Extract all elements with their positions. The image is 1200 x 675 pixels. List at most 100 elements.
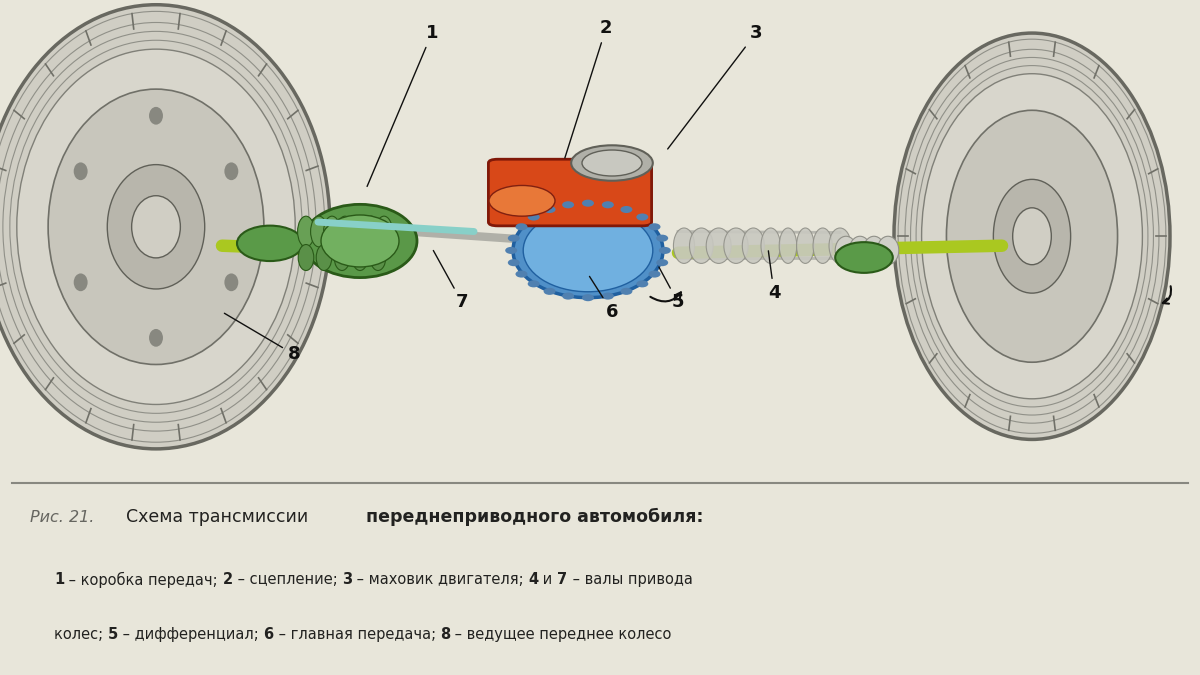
- Ellipse shape: [779, 228, 797, 263]
- Ellipse shape: [656, 259, 668, 266]
- Ellipse shape: [376, 216, 392, 247]
- Ellipse shape: [298, 216, 314, 247]
- Ellipse shape: [636, 280, 648, 288]
- Ellipse shape: [850, 236, 871, 265]
- Ellipse shape: [516, 223, 528, 230]
- Ellipse shape: [528, 213, 540, 221]
- Text: Рис. 21.: Рис. 21.: [30, 510, 95, 524]
- Text: и: и: [539, 572, 557, 587]
- Ellipse shape: [544, 206, 556, 213]
- Ellipse shape: [505, 247, 517, 254]
- Ellipse shape: [48, 89, 264, 365]
- Ellipse shape: [724, 228, 748, 263]
- Ellipse shape: [602, 292, 614, 300]
- Ellipse shape: [528, 280, 540, 288]
- Text: – главная передача;: – главная передача;: [274, 627, 440, 642]
- Ellipse shape: [922, 74, 1142, 399]
- Text: 6: 6: [589, 276, 618, 321]
- Ellipse shape: [620, 206, 632, 213]
- Ellipse shape: [516, 271, 528, 277]
- Ellipse shape: [322, 215, 398, 267]
- Ellipse shape: [582, 150, 642, 176]
- Ellipse shape: [707, 228, 731, 263]
- Text: 5: 5: [108, 627, 118, 642]
- Ellipse shape: [311, 216, 328, 247]
- Ellipse shape: [317, 244, 331, 271]
- Ellipse shape: [490, 186, 554, 216]
- Ellipse shape: [335, 244, 350, 271]
- Ellipse shape: [324, 216, 341, 247]
- Ellipse shape: [349, 216, 366, 247]
- Ellipse shape: [224, 163, 239, 180]
- Ellipse shape: [0, 5, 330, 449]
- Ellipse shape: [582, 294, 594, 301]
- Text: 7: 7: [557, 572, 568, 587]
- Ellipse shape: [353, 244, 368, 271]
- Text: переднеприводного автомобиля:: переднеприводного автомобиля:: [366, 508, 703, 526]
- Ellipse shape: [602, 201, 614, 209]
- Text: 2: 2: [565, 20, 612, 158]
- Ellipse shape: [648, 223, 660, 230]
- Ellipse shape: [224, 273, 239, 291]
- Ellipse shape: [835, 236, 857, 265]
- Text: 3: 3: [667, 24, 762, 149]
- Text: 7: 7: [433, 250, 468, 311]
- Ellipse shape: [562, 201, 574, 209]
- Ellipse shape: [994, 180, 1070, 293]
- Text: 4: 4: [528, 572, 539, 587]
- Ellipse shape: [508, 235, 520, 242]
- Ellipse shape: [659, 247, 671, 254]
- Ellipse shape: [73, 163, 88, 180]
- Ellipse shape: [362, 216, 379, 247]
- Ellipse shape: [636, 213, 648, 221]
- Text: Схема трансмиссии: Схема трансмиссии: [126, 508, 313, 526]
- Ellipse shape: [514, 203, 662, 298]
- Ellipse shape: [582, 200, 594, 207]
- Text: 2: 2: [222, 572, 233, 587]
- Text: – сцепление;: – сцепление;: [233, 572, 342, 587]
- Text: 8: 8: [440, 627, 450, 642]
- Ellipse shape: [132, 196, 180, 258]
- Text: 3: 3: [342, 572, 352, 587]
- Ellipse shape: [571, 145, 653, 181]
- Text: – дифференциал;: – дифференциал;: [118, 627, 263, 642]
- Text: – коробка передач;: – коробка передач;: [65, 572, 222, 588]
- Ellipse shape: [797, 228, 814, 263]
- Ellipse shape: [302, 205, 418, 277]
- FancyBboxPatch shape: [488, 159, 652, 226]
- Ellipse shape: [877, 236, 899, 265]
- Ellipse shape: [863, 236, 884, 265]
- Ellipse shape: [508, 259, 520, 266]
- Ellipse shape: [690, 228, 713, 263]
- Ellipse shape: [107, 165, 205, 289]
- Ellipse shape: [743, 228, 764, 263]
- Text: 4: 4: [768, 251, 780, 302]
- Ellipse shape: [298, 244, 314, 271]
- Ellipse shape: [829, 228, 851, 263]
- Text: 1: 1: [367, 24, 438, 186]
- Text: – валы привода: – валы привода: [568, 572, 692, 587]
- Ellipse shape: [149, 107, 163, 125]
- Text: колес;: колес;: [54, 627, 108, 642]
- Ellipse shape: [620, 288, 632, 295]
- Text: 6: 6: [263, 627, 274, 642]
- Ellipse shape: [17, 49, 295, 404]
- Ellipse shape: [370, 244, 386, 271]
- Ellipse shape: [523, 209, 653, 292]
- Text: 5: 5: [659, 267, 684, 311]
- Text: – маховик двигателя;: – маховик двигателя;: [352, 572, 528, 587]
- Ellipse shape: [814, 228, 833, 263]
- Ellipse shape: [1013, 208, 1051, 265]
- Text: 1: 1: [54, 572, 65, 587]
- Ellipse shape: [673, 228, 695, 263]
- Ellipse shape: [544, 288, 556, 295]
- Text: 8: 8: [224, 313, 300, 363]
- Text: – ведущее переднее колесо: – ведущее переднее колесо: [450, 627, 672, 642]
- Ellipse shape: [648, 271, 660, 277]
- Ellipse shape: [656, 235, 668, 242]
- Ellipse shape: [562, 292, 574, 300]
- Ellipse shape: [336, 216, 353, 247]
- Ellipse shape: [894, 33, 1170, 439]
- Ellipse shape: [947, 110, 1117, 362]
- Ellipse shape: [835, 242, 893, 273]
